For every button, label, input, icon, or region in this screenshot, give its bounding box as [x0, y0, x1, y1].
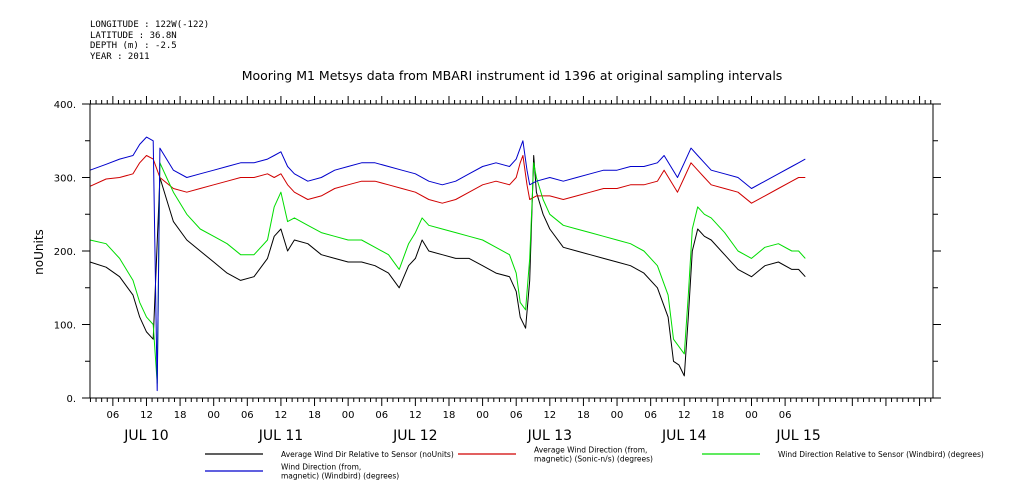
x-hour-label: 00 — [342, 410, 355, 421]
metadata-block: LONGITUDE : 122W(-122) LATITUDE : 36.8N … — [90, 20, 209, 62]
legend-label: Wind Direction Relative to Sensor (Windb… — [778, 450, 984, 459]
x-hour-label: 18 — [174, 410, 187, 421]
x-hour-label: 18 — [308, 410, 321, 421]
y-tick-label: 200. — [54, 247, 76, 258]
y-tick-label: 100. — [54, 321, 76, 332]
longitude-line: LONGITUDE : 122W(-122) — [90, 20, 210, 30]
x-hour-label: 12 — [140, 410, 153, 421]
x-hour-label: 06 — [510, 410, 523, 421]
depth-line: DEPTH (m) : -2.5 — [90, 41, 177, 51]
x-hour-label: 06 — [644, 410, 657, 421]
legend-label: magnetic) (Windbird) (degrees) — [281, 472, 399, 481]
x-hour-label: 06 — [375, 410, 388, 421]
legend-label: magnetic) (Sonic-n/s) (degrees) — [534, 455, 653, 464]
x-date-label: JUL 11 — [258, 428, 303, 444]
legend-label: Average Wind Dir Relative to Sensor (noU… — [281, 450, 454, 459]
x-date-label: JUL 15 — [775, 428, 820, 444]
legend-label: Average Wind Direction (from, — [534, 446, 647, 455]
latitude-line: LATITUDE : 36.8N — [90, 30, 177, 41]
chart-title: Mooring M1 Metsys data from MBARI instru… — [242, 68, 783, 83]
x-hour-label: 12 — [678, 410, 691, 421]
x-hour-label: 06 — [779, 410, 792, 421]
series-line-2 — [89, 155, 806, 204]
x-date-label: JUL 10 — [123, 428, 168, 444]
x-hour-label: 12 — [275, 410, 288, 421]
y-tick-label: 300. — [54, 174, 76, 185]
x-hour-label: 18 — [443, 410, 456, 421]
x-hour-label: 12 — [543, 410, 556, 421]
legend: Average Wind Dir Relative to Sensor (noU… — [205, 446, 984, 481]
x-hour-label: 06 — [241, 410, 254, 421]
y-tick-label: 400. — [54, 100, 76, 111]
x-hour-label: 12 — [409, 410, 422, 421]
legend-item-3: Wind Direction Relative to Sensor (Windb… — [702, 450, 984, 459]
plot-frame — [89, 103, 934, 399]
x-hour-label: 18 — [712, 410, 725, 421]
series-line-3 — [89, 162, 806, 384]
series-line-1 — [89, 155, 806, 377]
legend-item-1: Average Wind Dir Relative to Sensor (noU… — [205, 450, 454, 459]
x-hour-label: 18 — [577, 410, 590, 421]
year-line: YEAR : 2011 — [90, 51, 150, 62]
y-axis-label: noUnits — [32, 229, 46, 275]
series-layer — [89, 136, 806, 392]
x-hour-label: 00 — [207, 410, 220, 421]
x-date-label: JUL 13 — [527, 428, 572, 444]
y-tick-label: 0. — [66, 394, 76, 405]
x-hour-label: 00 — [611, 410, 624, 421]
x-hour-label: 06 — [106, 410, 119, 421]
x-hour-label: 00 — [476, 410, 489, 421]
legend-label: Wind Direction (from, — [281, 463, 361, 472]
axis-layer: 0. 100. 200. 300. 400. 06 12 18 00 06 12 18 00 06 12 18… — [54, 96, 941, 444]
series-line-4 — [89, 136, 806, 392]
x-date-label: JUL 12 — [392, 428, 437, 444]
legend-item-2: Average Wind Direction (from,magnetic) (… — [458, 446, 653, 464]
legend-item-4: Wind Direction (from,magnetic) (Windbird… — [205, 463, 399, 481]
x-hour-label: 00 — [745, 410, 758, 421]
x-date-label: JUL 14 — [661, 428, 707, 444]
